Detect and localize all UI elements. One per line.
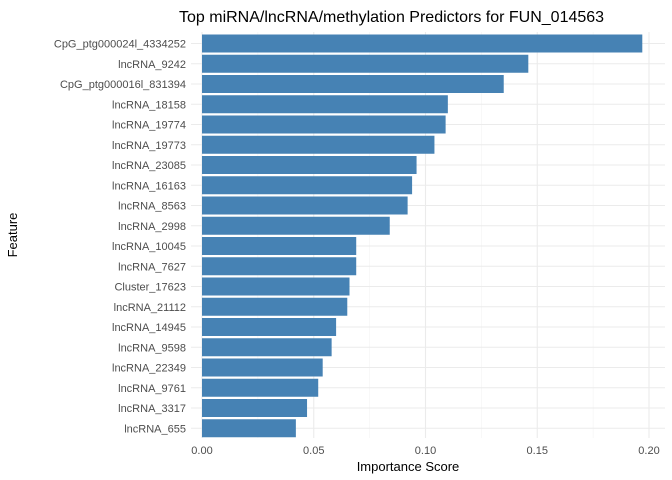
- category-label: lncRNA_14945: [112, 322, 186, 334]
- category-label: lncRNA_9598: [118, 342, 186, 354]
- category-label: lncRNA_18158: [112, 99, 186, 111]
- bar-cpg-ptg000016l-831394: [202, 75, 504, 93]
- bar-lncrna-19773: [202, 135, 435, 154]
- bar-lncrna-9598: [202, 338, 332, 357]
- bar-lncrna-9242: [202, 54, 529, 73]
- bar-lncrna-18158: [202, 95, 448, 114]
- bar-cpg-ptg000024l-4334252: [202, 34, 643, 53]
- category-label: Cluster_17623: [114, 282, 186, 294]
- category-label: lncRNA_16163: [112, 180, 186, 192]
- bar-lncrna-23085: [202, 156, 417, 174]
- category-label: lncRNA_23085: [112, 160, 186, 172]
- bar-lncrna-8563: [202, 196, 408, 215]
- bar-lncrna-655: [202, 419, 296, 438]
- bar-lncrna-9761: [202, 378, 319, 397]
- bar-lncrna-10045: [202, 237, 357, 255]
- x-axis-title: Importance Score: [357, 459, 460, 474]
- bar-lncrna-2998: [202, 216, 390, 235]
- bar-lncrna-19774: [202, 115, 446, 134]
- category-label: CpG_ptg000024l_4334252: [54, 39, 186, 51]
- category-label: lncRNA_10045: [112, 241, 186, 253]
- category-label: CpG_ptg000016l_831394: [60, 79, 186, 91]
- category-label: lncRNA_19774: [112, 120, 186, 132]
- category-label: lncRNA_2998: [118, 221, 186, 233]
- x-tick-label: 0.05: [303, 445, 324, 457]
- y-axis-title: Feature: [5, 213, 20, 258]
- category-label: lncRNA_19773: [112, 140, 186, 152]
- bar-lncrna-7627: [202, 257, 357, 276]
- chart-title: Top miRNA/lncRNA/methylation Predictors …: [179, 9, 604, 26]
- x-tick-label: 0.20: [638, 445, 659, 457]
- bar-lncrna-14945: [202, 318, 337, 336]
- category-label: lncRNA_655: [124, 423, 186, 435]
- x-tick-label: 0.10: [415, 445, 436, 457]
- x-tick-label: 0.15: [527, 445, 548, 457]
- category-label: lncRNA_7627: [118, 261, 186, 273]
- category-labels: CpG_ptg000024l_4334252 lncRNA_9242 CpG_ptg…: [54, 39, 186, 436]
- category-label: lncRNA_21112: [114, 302, 186, 314]
- bars: [202, 34, 643, 438]
- category-label: lncRNA_9242: [118, 59, 186, 71]
- x-tick-label: 0.00: [191, 445, 212, 457]
- bar-cluster-17623: [202, 277, 350, 296]
- bar-lncrna-22349: [202, 358, 323, 377]
- category-label: lncRNA_22349: [112, 363, 186, 375]
- bar-lncrna-3317: [202, 399, 308, 417]
- bar-lncrna-21112: [202, 297, 348, 316]
- category-label: lncRNA_8563: [118, 201, 186, 213]
- x-tick-labels: 0.00 0.05 0.10 0.15 0.20: [191, 445, 659, 457]
- bar-lncrna-16163: [202, 176, 413, 195]
- category-label: lncRNA_3317: [118, 403, 186, 415]
- category-label: lncRNA_9761: [118, 383, 186, 395]
